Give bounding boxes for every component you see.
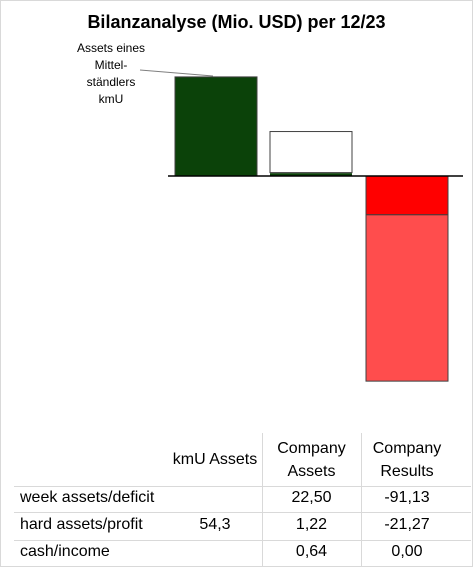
bar-company-assets-cash <box>270 172 352 174</box>
bar-kmu-hard-assets <box>174 76 258 177</box>
table-row-label-cash: cash/income <box>20 543 110 560</box>
table-divider-2 <box>361 433 362 567</box>
table-cell-cash-company-results: 0,00 <box>391 543 423 560</box>
bar-company-results-deficit <box>365 214 449 382</box>
bar-company-results-profit <box>365 175 449 216</box>
table-divider-1 <box>262 433 263 567</box>
table-cell-week-company-assets: 22,50 <box>291 489 332 506</box>
bar-company-assets-week <box>269 131 353 174</box>
table-row-label-week: week assets/deficit <box>20 489 155 506</box>
table-rule-1 <box>14 486 471 487</box>
table-cell-cash-company-assets: 0,64 <box>295 543 328 560</box>
table-header-company-assets: Company Assets <box>277 440 346 480</box>
chart-title: Bilanzanalyse (Mio. USD) per 12/23 <box>87 12 386 32</box>
table-rule-3 <box>14 540 471 541</box>
table-row-label-hard: hard assets/profit <box>20 516 143 533</box>
table-rule-2 <box>14 512 471 513</box>
table-cell-hard-company-assets: 1,22 <box>295 516 328 533</box>
table-header-company-results: Company Results <box>372 440 442 480</box>
bar-company-assets-hard <box>270 173 352 176</box>
annotation-leader-line <box>139 69 214 77</box>
table-cell-hard-company-results: -21,27 <box>384 516 430 533</box>
chart-annotation: Assets eines Mittel- ständlers kmU <box>76 41 146 106</box>
table-cell-week-company-results: -91,13 <box>384 489 430 506</box>
table-cell-hard-kmu: 54,3 <box>199 516 231 533</box>
table-header-kmu-assets: kmU Assets <box>172 451 258 468</box>
